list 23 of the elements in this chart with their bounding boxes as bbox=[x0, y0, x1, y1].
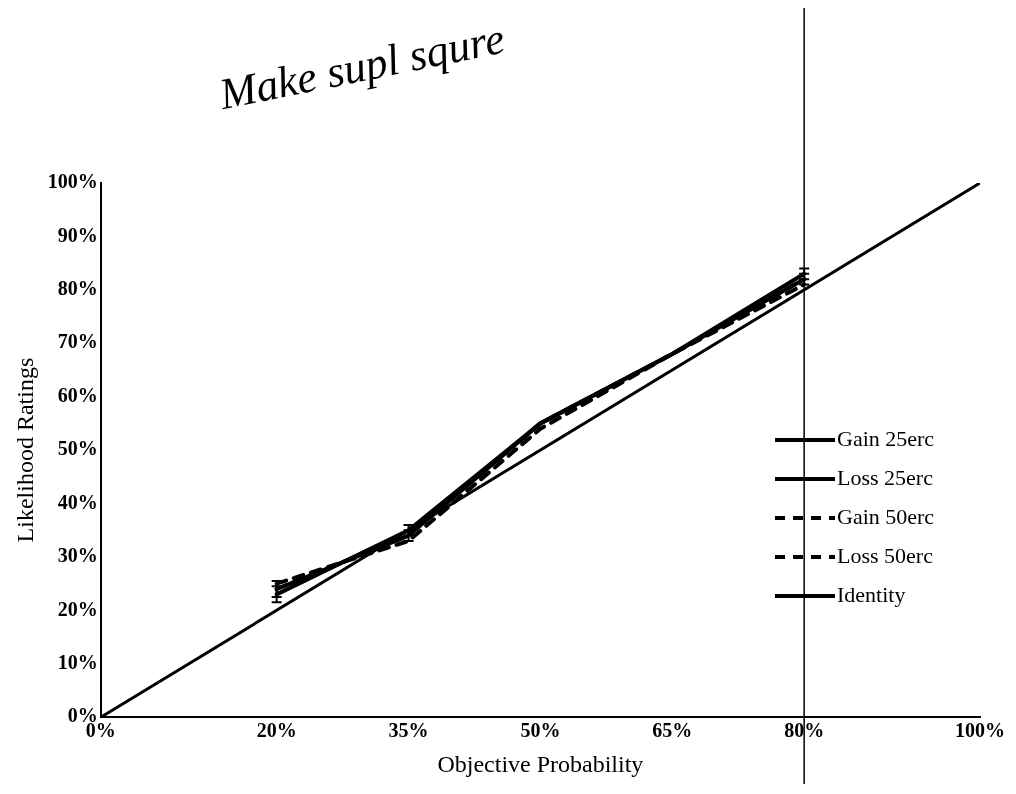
legend-label: Gain 25erc bbox=[837, 425, 935, 451]
y-tick-label: 90% bbox=[57, 223, 98, 246]
y-tick-label: 40% bbox=[57, 490, 98, 513]
y-axis-title: Likelihood Ratings bbox=[11, 357, 38, 543]
x-tick-label: 20% bbox=[256, 719, 297, 742]
y-tick-label: 70% bbox=[57, 330, 98, 353]
text: Make supl squre bbox=[214, 13, 509, 120]
legend-label: Loss 25erc bbox=[837, 464, 934, 490]
x-tick-label: 50% bbox=[520, 719, 561, 742]
y-tick-label: 80% bbox=[57, 277, 98, 300]
y-tick-label: 10% bbox=[57, 650, 98, 673]
y-tick-label: 60% bbox=[57, 383, 98, 406]
y-tick-label: 20% bbox=[57, 597, 98, 620]
y-tick-label: 30% bbox=[57, 544, 98, 567]
y-tick-label: 100% bbox=[47, 170, 98, 193]
y-tick-label: 50% bbox=[57, 437, 98, 460]
legend-label: Identity bbox=[837, 581, 906, 607]
legend-label: Gain 50erc bbox=[837, 503, 935, 529]
x-tick-label: 65% bbox=[652, 719, 693, 742]
x-axis-title: Objective Probability bbox=[437, 750, 644, 777]
x-tick-label: 100% bbox=[955, 719, 1005, 742]
x-tick-label: 35% bbox=[388, 719, 429, 742]
legend-label: Loss 50erc bbox=[837, 542, 934, 568]
